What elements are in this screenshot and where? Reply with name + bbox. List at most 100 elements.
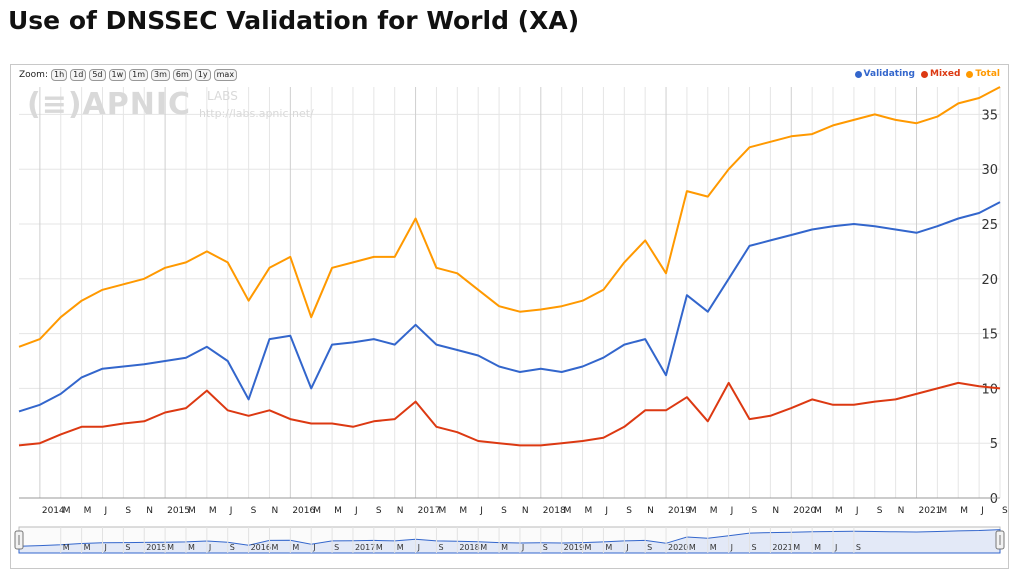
x-tick-label: J [855, 506, 859, 516]
apnic-labs-text: LABS [207, 89, 238, 103]
x-tick-label: 2019 [668, 506, 691, 516]
x-tick-label: N [146, 506, 153, 516]
x-tick-label: S [125, 506, 131, 516]
y-tick-label: 0 [990, 492, 998, 507]
navigator-tick-label: J [312, 543, 315, 552]
x-tick-label: M [84, 506, 92, 516]
y-tick-label: 35 [981, 108, 998, 123]
zoom-5d-button[interactable]: 5d [89, 69, 106, 81]
legend-item-validating[interactable]: Validating [854, 69, 915, 79]
zoom-6m-button[interactable]: 6m [172, 69, 192, 81]
navigator-tick-label: J [208, 543, 211, 552]
x-tick-label: M [939, 506, 947, 516]
navigator-tick-label: M [480, 543, 487, 552]
legend-dot-mixed [921, 70, 928, 78]
x-tick-label: J [604, 506, 608, 516]
legend-label-total: Total [975, 69, 1000, 79]
zoom-1d-button[interactable]: 1d [70, 69, 87, 81]
page-title: Use of DNSSEC Validation for World (XA) [8, 6, 580, 35]
navigator-tick-label: J [834, 543, 837, 552]
zoom-max-button[interactable]: max [213, 69, 238, 81]
navigator-tick-label: S [647, 543, 652, 552]
navigator-tick-label: S [334, 543, 339, 552]
x-tick-label: M [710, 506, 718, 516]
x-tick-label: M [564, 506, 572, 516]
x-tick-label: M [63, 506, 71, 516]
zoom-1y-button[interactable]: 1y [194, 69, 211, 81]
navigator-tick-label: J [625, 543, 628, 552]
x-tick-label: M [209, 506, 217, 516]
navigator-tick-label: J [730, 543, 733, 552]
series-line-total [18, 86, 1001, 348]
x-tick-label: M [334, 506, 342, 516]
legend-item-mixed[interactable]: Mixed [921, 69, 960, 79]
x-tick-label: N [271, 506, 278, 516]
navigator-tick-label: M [167, 543, 174, 552]
navigator-tick-label: 2015 [146, 543, 166, 552]
x-tick-label: J [980, 506, 984, 516]
y-tick-label: 5 [990, 437, 998, 452]
x-tick-label: M [585, 506, 593, 516]
navigator-tick-label: S [438, 543, 443, 552]
x-tick-label: J [229, 506, 233, 516]
y-tick-label: 30 [981, 163, 998, 178]
navigator-tick-label: M [397, 543, 404, 552]
x-tick-label: M [960, 506, 968, 516]
series-line-validating [18, 201, 1001, 413]
zoom-1h-button[interactable]: 1h [50, 69, 68, 81]
zoom-1m-button[interactable]: 1m [129, 69, 149, 81]
x-tick-label: S [1002, 506, 1008, 516]
y-tick-label: 15 [981, 328, 998, 343]
x-tick-label: 2017 [418, 506, 441, 516]
navigator-tick-label: M [689, 543, 696, 552]
x-tick-label: S [501, 506, 507, 516]
x-tick-label: 2016 [292, 506, 315, 516]
x-tick-label: 2021 [919, 506, 942, 516]
x-tick-label: M [313, 506, 321, 516]
navigator-tick-label: M [585, 543, 592, 552]
navigator-tick-label: 2019 [564, 543, 584, 552]
zoom-3m-button[interactable]: 3m [151, 69, 170, 81]
legend-dot-validating [854, 70, 862, 78]
x-tick-label: N [647, 506, 654, 516]
legend-label-validating: Validating [863, 69, 915, 79]
navigator-tick-label: J [417, 543, 420, 552]
x-tick-label: M [835, 506, 843, 516]
navigator-tick-label: J [103, 543, 106, 552]
x-tick-label: M [689, 506, 697, 516]
navigator-tick-label: M [710, 543, 717, 552]
x-tick-label: N [772, 506, 779, 516]
x-tick-label: M [814, 506, 822, 516]
legend-item-total[interactable]: Total [966, 69, 1000, 79]
x-tick-label: M [188, 506, 196, 516]
navigator-tick-label: 2017 [355, 543, 375, 552]
navigator-tick-label: M [501, 543, 508, 552]
x-tick-label: S [752, 506, 758, 516]
navigator-tick-label: M [376, 543, 383, 552]
x-tick-label: J [730, 506, 734, 516]
x-tick-label: N [522, 506, 529, 516]
chart-frame: 0 5 10 15 20 25 30 35 2014 M M J S N 2015 M M J S N 2016 M M J S… [10, 64, 1009, 569]
navigator-tick-label: 2016 [251, 543, 271, 552]
x-tick-label: S [251, 506, 257, 516]
x-tick-label: M [438, 506, 446, 516]
zoom-label: Zoom: [19, 70, 48, 80]
navigator-tick-label: S [230, 543, 235, 552]
navigator-tick-label: 2020 [668, 543, 688, 552]
navigator-tick-label: M [605, 543, 612, 552]
navigator-tick-label: S [856, 543, 861, 552]
x-tick-label: N [397, 506, 404, 516]
navigator-tick-label: M [814, 543, 821, 552]
x-tick-label: 2020 [793, 506, 816, 516]
apnic-watermark: (≡)APNIC LABS http://labs.apnic.net/ [27, 87, 314, 122]
zoom-1w-button[interactable]: 1w [108, 69, 127, 81]
series-line-mixed [18, 381, 1001, 447]
y-tick-label: 10 [981, 382, 998, 397]
navigator-tick-label: M [292, 543, 299, 552]
navigator-tick-label: 2018 [459, 543, 479, 552]
x-tick-label: S [877, 506, 883, 516]
navigator-tick-label: S [543, 543, 548, 552]
x-tick-label: N [898, 506, 905, 516]
x-tick-label: M [459, 506, 467, 516]
